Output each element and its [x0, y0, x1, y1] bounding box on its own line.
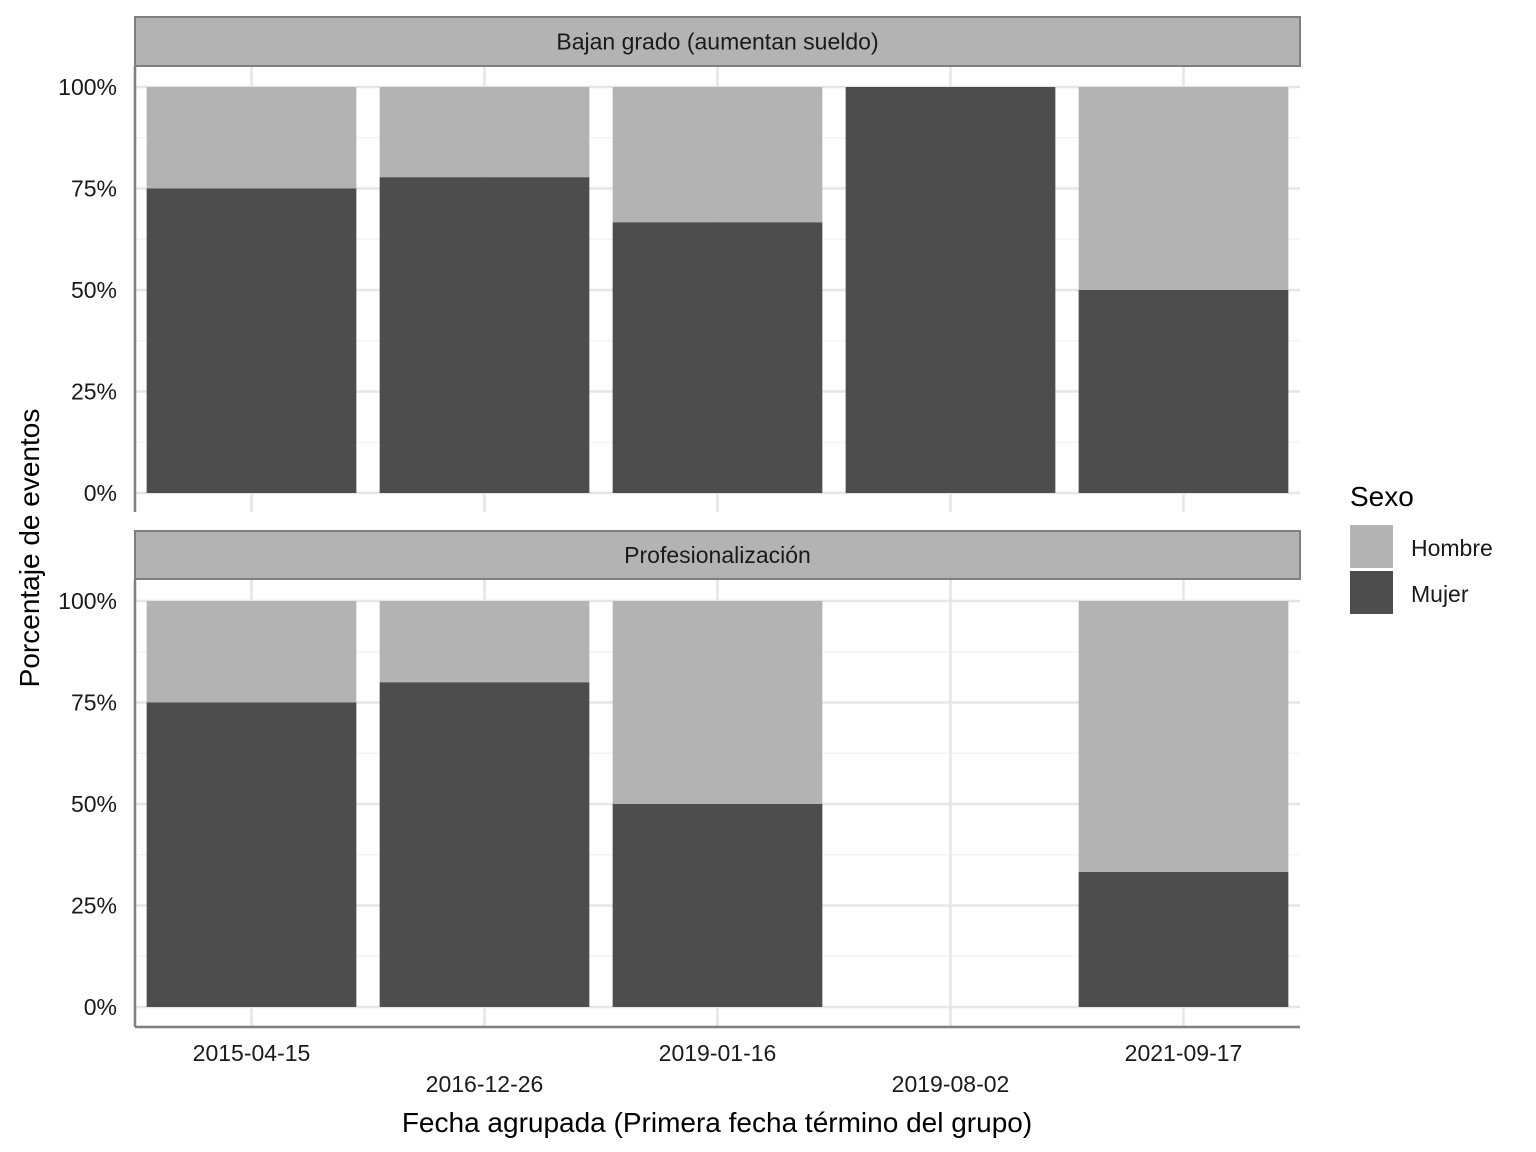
facet-strip-label: Bajan grado (aumentan sueldo)	[556, 29, 878, 55]
bar-hombre-2021-09-17	[1078, 87, 1289, 290]
y-tick-label: 50%	[71, 791, 117, 817]
x-tick-label: 2015-04-15	[193, 1040, 311, 1066]
bar-mujer-2019-01-16	[612, 804, 823, 1007]
x-tick-label: 2016-12-26	[426, 1071, 544, 1097]
bar-hombre-2019-01-16	[612, 601, 823, 804]
bar-hombre-2016-12-26	[379, 601, 590, 683]
y-tick-label: 0%	[84, 994, 117, 1020]
y-tick-label: 75%	[71, 690, 117, 716]
legend-title: Sexo	[1350, 481, 1414, 512]
y-tick-label: 50%	[71, 277, 117, 303]
y-tick-label: 100%	[58, 74, 117, 100]
bar-mujer-2021-09-17	[1078, 290, 1289, 493]
bar-hombre-2021-09-17	[1078, 601, 1289, 872]
bar-mujer-2021-09-17	[1078, 871, 1289, 1007]
y-tick-label: 25%	[71, 893, 117, 919]
y-axis-title: Porcentaje de eventos	[14, 409, 45, 688]
x-tick-label: 2021-09-17	[1125, 1040, 1243, 1066]
legend-label-mujer: Mujer	[1411, 581, 1469, 607]
bar-mujer-2016-12-26	[379, 177, 590, 493]
legend-key-mujer	[1350, 571, 1393, 614]
bar-hombre-2015-04-15	[146, 87, 357, 189]
bar-mujer-2015-04-15	[146, 188, 357, 493]
bar-hombre-2015-04-15	[146, 601, 357, 703]
bar-mujer-2019-01-16	[612, 222, 823, 493]
facet-strip	[134, 530, 1301, 580]
x-axis-title: Fecha agrupada (Primera fecha término de…	[402, 1107, 1032, 1138]
legend: Sexo Hombre Mujer	[1350, 481, 1493, 614]
facet-panel-1: Bajan grado (aumentan sueldo) 0% 25% 50% 75%…	[58, 16, 1301, 512]
facet-strip-label: Profesionalización	[624, 542, 811, 568]
y-tick-label: 75%	[71, 176, 117, 202]
legend-key-hombre	[1350, 525, 1393, 568]
bar-mujer-2016-12-26	[379, 682, 590, 1007]
bar-hombre-2016-12-26	[379, 87, 590, 178]
bar-mujer-2019-08-02	[845, 87, 1056, 493]
legend-label-hombre: Hombre	[1411, 535, 1493, 561]
y-tick-label: 0%	[84, 480, 117, 506]
y-tick-label: 25%	[71, 379, 117, 405]
bar-hombre-2019-01-16	[612, 87, 823, 223]
x-tick-label: 2019-01-16	[659, 1040, 777, 1066]
facet-strip	[134, 16, 1301, 67]
facet-panel-2: Profesionalización 0% 25% 50% 75% 100%	[58, 530, 1301, 1029]
y-tick-label: 100%	[58, 588, 117, 614]
bar-mujer-2015-04-15	[146, 702, 357, 1007]
x-tick-label: 2019-08-02	[892, 1071, 1010, 1097]
